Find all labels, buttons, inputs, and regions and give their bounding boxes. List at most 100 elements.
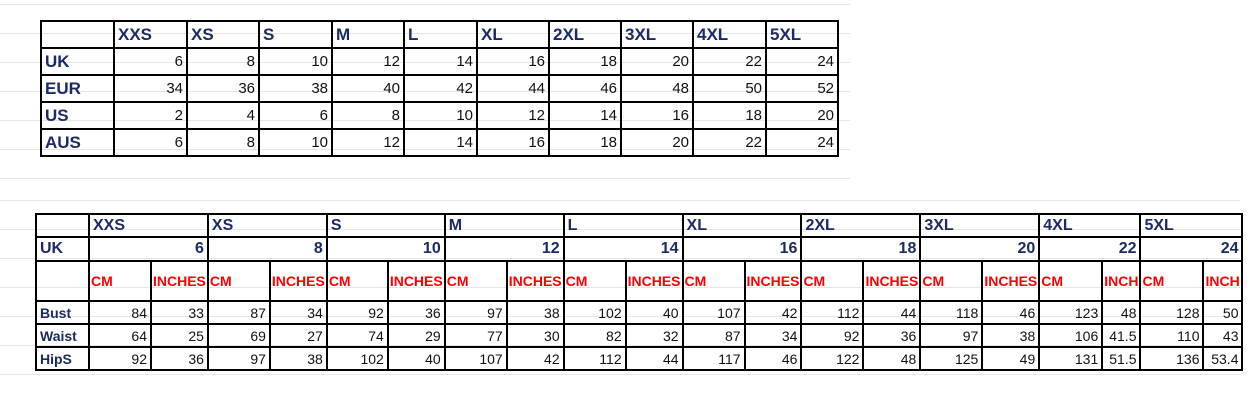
size-value[interactable]: 22: [692, 47, 767, 76]
measurement-value[interactable]: 82: [562, 323, 627, 348]
size-value[interactable]: 10: [258, 128, 333, 157]
measurement-value[interactable]: 97: [919, 323, 984, 348]
size-value[interactable]: 38: [258, 74, 333, 103]
unit-cm[interactable]: CM: [1038, 260, 1104, 302]
unit-inches[interactable]: INCHES: [386, 260, 446, 302]
measurement-value[interactable]: 92: [325, 300, 389, 325]
size-value[interactable]: 18: [548, 47, 622, 76]
measurement-value[interactable]: 123: [1038, 300, 1104, 325]
measurement-value[interactable]: 44: [624, 346, 684, 371]
uk-size-value[interactable]: 14: [562, 236, 684, 262]
corner-cell[interactable]: [40, 20, 115, 49]
measurement-value[interactable]: 112: [800, 300, 865, 325]
size-value[interactable]: 46: [548, 74, 622, 103]
size-value[interactable]: 44: [476, 74, 550, 103]
measurement-value[interactable]: 40: [386, 346, 446, 371]
size-value[interactable]: 18: [692, 101, 767, 130]
uk-size-value[interactable]: 6: [88, 236, 209, 262]
measurement-value[interactable]: 64: [88, 323, 152, 348]
unit-inches[interactable]: INCHES: [268, 260, 328, 302]
size-value[interactable]: 42: [403, 74, 478, 103]
row-label[interactable]: AUS: [40, 128, 115, 157]
measurement-value[interactable]: 102: [562, 300, 627, 325]
row-label[interactable]: UK: [40, 47, 115, 76]
unit-inches[interactable]: INCHES: [624, 260, 684, 302]
size-header[interactable]: XS: [206, 213, 328, 238]
size-value[interactable]: 50: [692, 74, 767, 103]
measurement-value[interactable]: 53.4: [1202, 346, 1244, 371]
unit-cm[interactable]: CM: [562, 260, 627, 302]
measurement-value[interactable]: 36: [386, 300, 446, 325]
size-header[interactable]: XS: [186, 20, 260, 49]
measurement-value[interactable]: 107: [681, 300, 746, 325]
measurement-value[interactable]: 92: [88, 346, 152, 371]
measurement-value[interactable]: 74: [325, 323, 389, 348]
size-value[interactable]: 18: [548, 128, 622, 157]
uk-size-value[interactable]: 12: [443, 236, 565, 262]
size-header[interactable]: 5XL: [765, 20, 839, 49]
unit-cm[interactable]: CM: [443, 260, 508, 302]
size-header[interactable]: XL: [476, 20, 550, 49]
row-label[interactable]: HipS: [35, 346, 90, 371]
measurement-value[interactable]: 36: [862, 323, 922, 348]
size-header[interactable]: 4XL: [692, 20, 767, 49]
size-value[interactable]: 8: [331, 101, 405, 130]
measurement-value[interactable]: 128: [1139, 300, 1205, 325]
measurement-value[interactable]: 42: [505, 346, 565, 371]
measurement-value[interactable]: 42: [743, 300, 803, 325]
size-value[interactable]: 8: [186, 128, 260, 157]
size-header[interactable]: 5XL: [1139, 213, 1244, 238]
row-label[interactable]: US: [40, 101, 115, 130]
measurement-value[interactable]: 50: [1202, 300, 1244, 325]
unit-inches[interactable]: INCHES: [150, 260, 209, 302]
measurement-value[interactable]: 106: [1038, 323, 1104, 348]
measurement-value[interactable]: 38: [268, 346, 328, 371]
corner-cell[interactable]: [35, 213, 90, 238]
unit-inches[interactable]: INCH: [1202, 260, 1244, 302]
size-value[interactable]: 12: [476, 101, 550, 130]
measurement-value[interactable]: 69: [206, 323, 271, 348]
measurement-value[interactable]: 118: [919, 300, 984, 325]
unit-inches[interactable]: INCHES: [505, 260, 565, 302]
uk-size-value[interactable]: 18: [800, 236, 922, 262]
unit-cm[interactable]: CM: [1139, 260, 1205, 302]
row-label[interactable]: EUR: [40, 74, 115, 103]
measurement-value[interactable]: 48: [1101, 300, 1142, 325]
size-value[interactable]: 20: [765, 101, 839, 130]
size-value[interactable]: 2: [113, 101, 188, 130]
size-header[interactable]: S: [258, 20, 333, 49]
measurement-value[interactable]: 48: [862, 346, 922, 371]
measurement-value[interactable]: 46: [743, 346, 803, 371]
size-header[interactable]: 3XL: [919, 213, 1041, 238]
measurement-value[interactable]: 49: [981, 346, 1041, 371]
measurement-value[interactable]: 84: [88, 300, 152, 325]
size-value[interactable]: 12: [331, 128, 405, 157]
measurement-value[interactable]: 112: [562, 346, 627, 371]
size-header[interactable]: XL: [681, 213, 803, 238]
unit-inches[interactable]: INCHES: [743, 260, 803, 302]
row-label[interactable]: Bust: [35, 300, 90, 325]
measurement-value[interactable]: 110: [1139, 323, 1205, 348]
size-value[interactable]: 20: [620, 128, 694, 157]
unit-cm[interactable]: CM: [919, 260, 984, 302]
size-value[interactable]: 12: [331, 47, 405, 76]
size-value[interactable]: 16: [620, 101, 694, 130]
measurement-value[interactable]: 30: [505, 323, 565, 348]
measurement-value[interactable]: 46: [981, 300, 1041, 325]
unit-cm[interactable]: CM: [88, 260, 152, 302]
uk-size-value[interactable]: 8: [206, 236, 328, 262]
size-header[interactable]: XXS: [113, 20, 188, 49]
size-header[interactable]: L: [562, 213, 684, 238]
size-header[interactable]: 3XL: [620, 20, 694, 49]
measurement-value[interactable]: 27: [268, 323, 328, 348]
size-value[interactable]: 16: [476, 47, 550, 76]
size-header[interactable]: L: [403, 20, 478, 49]
measurement-value[interactable]: 97: [206, 346, 271, 371]
size-value[interactable]: 6: [258, 101, 333, 130]
measurement-value[interactable]: 131: [1038, 346, 1104, 371]
measurement-value[interactable]: 38: [981, 323, 1041, 348]
measurement-value[interactable]: 107: [443, 346, 508, 371]
size-value[interactable]: 8: [186, 47, 260, 76]
measurement-value[interactable]: 122: [800, 346, 865, 371]
size-value[interactable]: 4: [186, 101, 260, 130]
